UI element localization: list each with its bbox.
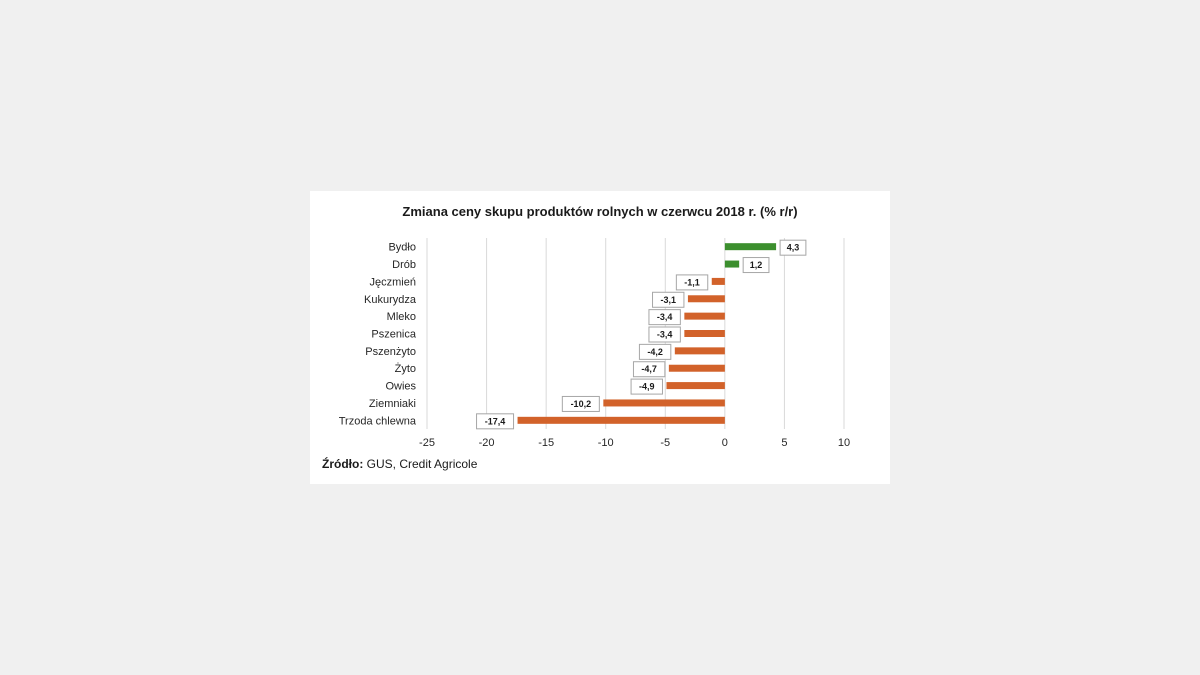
x-tick-label: 5 [781, 437, 787, 449]
bar [724, 243, 777, 251]
data-label: -4,7 [641, 364, 657, 374]
data-label: -3,4 [657, 312, 673, 322]
bar [517, 416, 725, 424]
source-note: Źródło: GUS, Credit Agricole [322, 457, 477, 471]
bar [666, 382, 725, 390]
bar [711, 277, 725, 285]
x-tick-label: -20 [479, 437, 495, 449]
category-label: Żyto [395, 362, 416, 375]
data-label-box [675, 274, 709, 291]
data-label: -10,2 [571, 399, 592, 409]
data-label: 4,3 [787, 243, 800, 253]
x-tick-label: 10 [838, 437, 850, 449]
data-label-box [648, 309, 681, 326]
data-label-box [476, 413, 515, 430]
x-tick-label: -25 [419, 437, 435, 449]
chart-card: Zmiana ceny skupu produktów rolnych w cz… [310, 191, 890, 484]
category-label: Trzoda chlewna [339, 415, 417, 427]
data-label: -3,4 [657, 330, 673, 340]
category-label: Pszenżyto [365, 346, 416, 358]
bar [687, 295, 725, 303]
bar-chart: -25 -20 -15 -10 -5 0 5 10 Bydło 4,3 Drób 1,2 Jęczmie… [339, 238, 850, 449]
data-label-box [779, 239, 807, 256]
data-label-box [648, 326, 681, 343]
category-label: Drób [392, 259, 416, 271]
data-label: -1,1 [684, 277, 700, 287]
data-label-box [652, 291, 685, 308]
category-label: Owies [385, 381, 416, 393]
data-label-box [632, 361, 666, 378]
data-label: 1,2 [750, 260, 763, 270]
category-label: Bydło [388, 242, 416, 254]
data-label-box [561, 395, 600, 412]
data-label-box [638, 343, 672, 360]
category-label: Pszenica [371, 329, 417, 341]
source-text: GUS, Credit Agricole [363, 457, 478, 471]
bar [724, 260, 740, 268]
bar [603, 399, 725, 407]
x-tick-label: 0 [722, 437, 728, 449]
data-label: -4,9 [639, 382, 655, 392]
x-tick-label: -5 [660, 437, 670, 449]
bar [674, 347, 725, 355]
data-label: -4,2 [647, 347, 663, 357]
bar [684, 330, 725, 337]
category-label: Mleko [387, 311, 416, 323]
data-label-box [630, 378, 663, 395]
data-label: -3,1 [660, 295, 676, 305]
x-tick-label: -15 [538, 437, 554, 449]
category-label: Ziemniaki [369, 398, 416, 410]
bar [668, 364, 725, 372]
x-tick-label: -10 [598, 437, 614, 449]
source-prefix: Źródło: [322, 457, 364, 471]
data-label-box [742, 257, 770, 274]
bar [684, 312, 725, 320]
chart-title: Zmiana ceny skupu produktów rolnych w cz… [402, 204, 798, 219]
category-label: Kukurydza [364, 294, 417, 306]
data-label: -17,4 [485, 416, 506, 426]
category-label: Jęczmień [370, 276, 416, 288]
